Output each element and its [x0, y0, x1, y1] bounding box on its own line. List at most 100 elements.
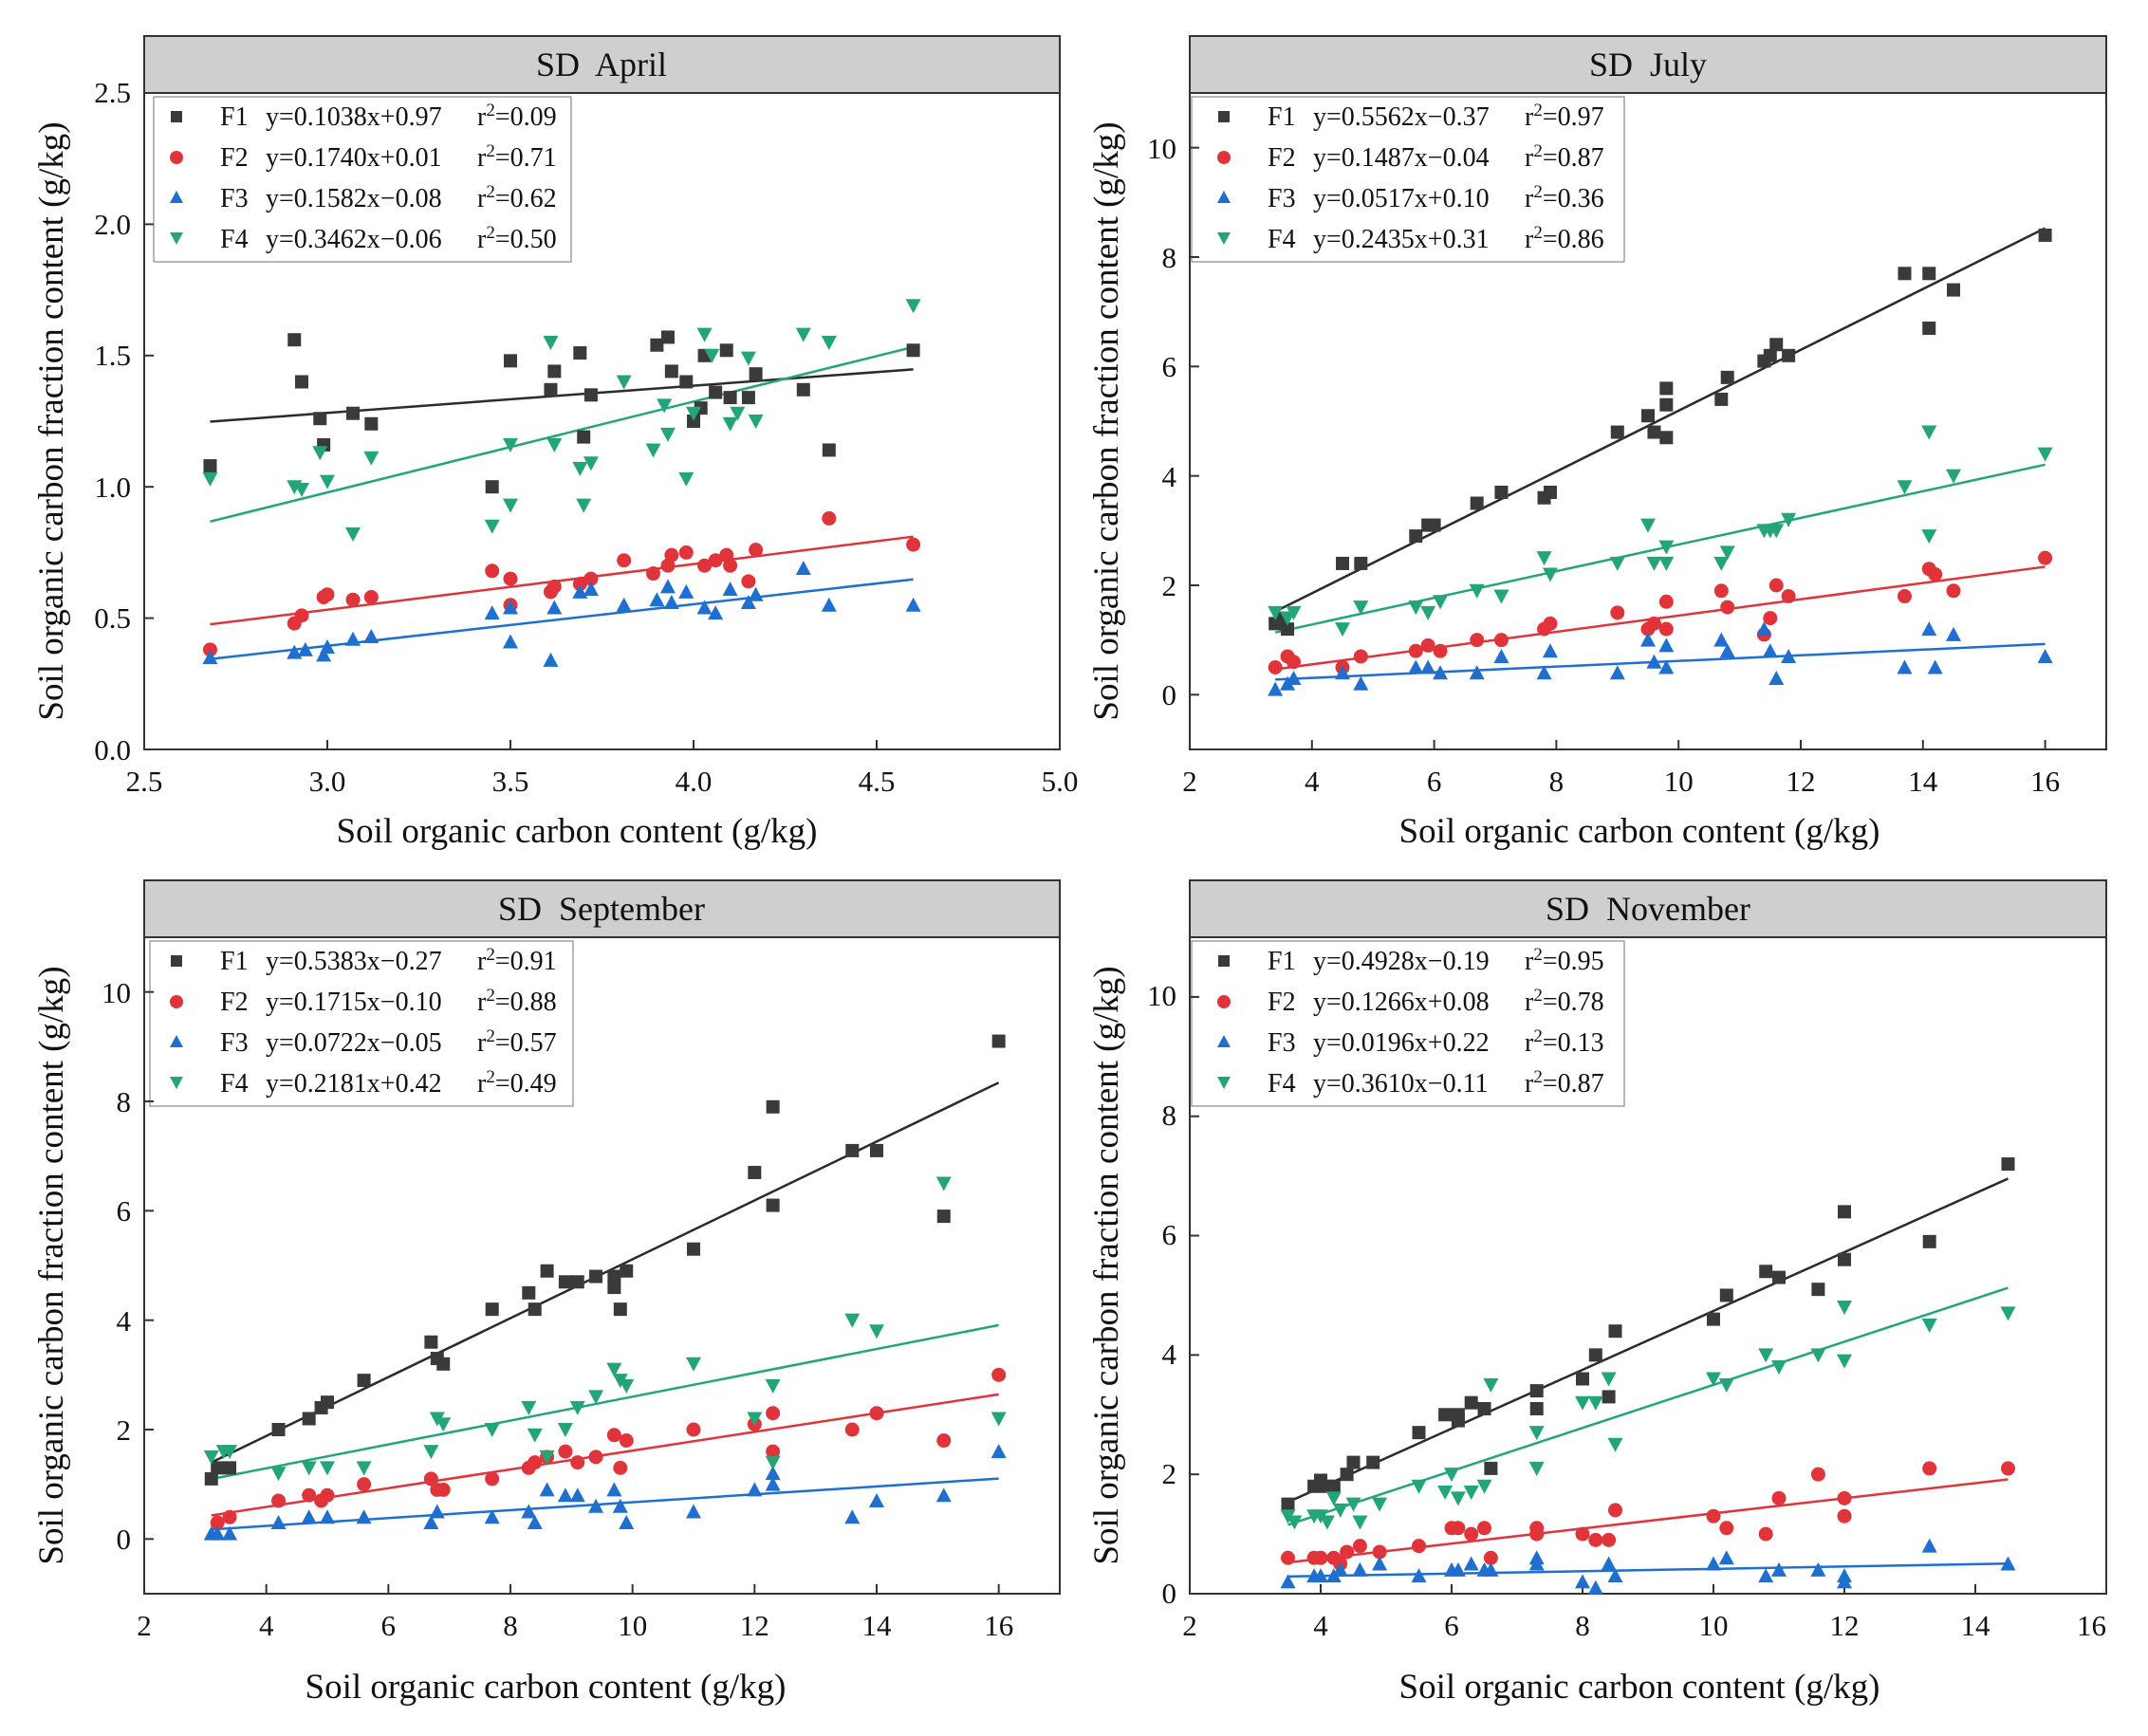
panel-july-point-f4 — [1946, 469, 1961, 484]
panel-september-legend-eq-f3: y=0.0722x−0.05 — [266, 1028, 442, 1058]
panel-july-point-f2 — [1720, 600, 1735, 615]
panel-november-point-f3 — [2000, 1556, 2016, 1571]
panel-april-legend-r2-f2: r2=0.71 — [477, 141, 557, 173]
panel-july-point-f1 — [1922, 321, 1936, 335]
panel-september-point-f3 — [991, 1444, 1007, 1459]
panel-july-x-ticks: 2 4 6 8 10 12 14 16 — [1182, 765, 2060, 798]
panel-july-point-f3 — [1609, 665, 1625, 680]
panel-september-xtick: 8 — [503, 1609, 518, 1642]
panel-november-point-f2 — [1281, 1550, 1295, 1565]
panel-april-point-f4 — [905, 299, 921, 314]
panel-november-point-f1 — [1366, 1455, 1380, 1469]
panel-july-y-ticks: 0 2 4 6 8 10 — [1147, 132, 1177, 711]
panel-april-point-f1 — [294, 375, 308, 389]
panel-september-legend-eq-f2: y=0.1715x−0.10 — [266, 988, 442, 1017]
panel-november-point-f4 — [1437, 1486, 1454, 1501]
panel-april-ytick: 1.5 — [94, 339, 131, 372]
panel-september-point-f3 — [527, 1515, 543, 1530]
panel-november-point-f1 — [1281, 1497, 1295, 1511]
panel-november-point-f2 — [1451, 1521, 1466, 1536]
panel-september-point-f3 — [320, 1509, 335, 1524]
panel-september-point-f4 — [539, 1450, 555, 1465]
panel-july-legend-label-f3: F3 — [1268, 184, 1296, 213]
panel-july-legend-label-f1: F1 — [1268, 102, 1296, 132]
panel-july-legend-eq-f3: y=0.0517x+0.10 — [1313, 184, 1490, 213]
panel-april-point-f4 — [484, 519, 500, 534]
panel-september-point-f4 — [527, 1428, 543, 1443]
panel-april-point-f1 — [364, 416, 379, 431]
panel-november-fit-line-f2 — [1287, 1478, 2009, 1564]
panel-july-point-f4 — [1408, 600, 1424, 616]
panel-november-ytick: 6 — [1162, 1218, 1177, 1251]
panel-september-point-f3 — [356, 1509, 372, 1524]
panel-july-point-f3 — [1286, 671, 1302, 686]
panel-april-fit-line-f4 — [210, 345, 914, 524]
panel-september-point-f1 — [589, 1269, 603, 1284]
panel-november-point-f4 — [1601, 1372, 1617, 1387]
panel-april-point-f3 — [659, 579, 676, 594]
panel-april-point-f2 — [906, 537, 921, 552]
panel-july-point-f1 — [1769, 338, 1784, 352]
panel-september-point-f2 — [588, 1450, 603, 1465]
panel-november-point-f3 — [1718, 1550, 1734, 1565]
panel-september-legend-label-f2: F2 — [220, 988, 249, 1017]
panel-november-point-f2 — [1340, 1544, 1355, 1560]
panel-april-point-f4 — [312, 446, 328, 461]
panel-november-xtick: 2 — [1182, 1609, 1197, 1642]
panel-september-point-f1 — [540, 1264, 554, 1278]
panel-april-point-f4 — [576, 498, 592, 513]
panel-november-point-f1 — [1602, 1390, 1616, 1404]
panel-november-point-f4 — [1352, 1515, 1368, 1530]
panel-april-point-f3 — [795, 561, 811, 576]
panel-july-ytick: 6 — [1162, 350, 1177, 383]
panel-july-point-f1 — [2038, 228, 2052, 242]
panel-july-legend-r2-f1: r2=0.97 — [1525, 101, 1604, 132]
panel-july-legend-r2-f4: r2=0.86 — [1525, 223, 1604, 254]
panel-november-point-f2 — [1483, 1550, 1498, 1565]
panel-july-point-f3 — [1927, 659, 1943, 674]
panel-september-point-f3 — [844, 1509, 861, 1524]
panel-april-point-f1 — [485, 480, 499, 494]
panel-november-legend-box — [1191, 940, 1625, 1107]
panel-april-point-f1 — [664, 364, 678, 379]
panel-april-point-f1 — [723, 391, 737, 405]
panel-september-legend-r2-f3: r2=0.57 — [477, 1026, 557, 1058]
panel-july-legend-label-f2: F2 — [1268, 143, 1296, 173]
panel-april-point-f2 — [646, 566, 661, 582]
panel-july-point-f4 — [1781, 512, 1797, 527]
panel-july-point-f2 — [1768, 578, 1784, 593]
panel-april-title: SD April — [536, 46, 667, 83]
panel-july-point-f2 — [1897, 589, 1912, 604]
panel-september-fit-line-f1 — [211, 1081, 1000, 1464]
panel-september-point-f4 — [747, 1412, 763, 1427]
panel-november-point-f4 — [2000, 1306, 2016, 1321]
panel-july-point-f1 — [1659, 397, 1674, 412]
panel-april-fit-line-f2 — [210, 535, 914, 626]
panel-november-point-f4 — [1411, 1479, 1427, 1494]
panel-september-point-f1 — [936, 1210, 951, 1224]
panel-april-point-f4 — [722, 416, 738, 432]
panel-november-point-f3 — [1280, 1574, 1296, 1589]
panel-november-point-f2 — [1464, 1526, 1479, 1542]
panel-april-point-f4 — [345, 527, 361, 543]
panel-july-point-f2 — [1268, 660, 1283, 674]
panel-july-point-f1 — [1659, 431, 1674, 445]
panel-april-point-f2 — [363, 589, 379, 604]
panel-april-point-f3 — [297, 641, 313, 656]
panel-july-point-f3 — [1536, 665, 1552, 680]
panel-april-legend-marker-f4 — [170, 232, 183, 245]
panel-november-point-f1 — [1438, 1408, 1453, 1422]
panel-november-legend-label-f4: F4 — [1268, 1069, 1296, 1099]
panel-july-point-f1 — [1714, 392, 1729, 406]
panel-april-legend: F1 y=0.1038x+0.97 r2=0.09 F2 y=0.1740x+0… — [153, 96, 572, 263]
panel-september-point-f2 — [766, 1406, 781, 1421]
panel-september-point-f1 — [211, 1461, 225, 1475]
panel-september-xtick: 6 — [381, 1609, 397, 1642]
panel-april-point-f3 — [484, 605, 500, 620]
panel-november-legend-marker-f4 — [1217, 1077, 1231, 1089]
panel-july-point-f3 — [1493, 648, 1509, 663]
panel-september-point-f4 — [619, 1378, 635, 1394]
panel-september-xtick: 14 — [862, 1609, 893, 1642]
panel-november-point-f2 — [2001, 1461, 2015, 1476]
